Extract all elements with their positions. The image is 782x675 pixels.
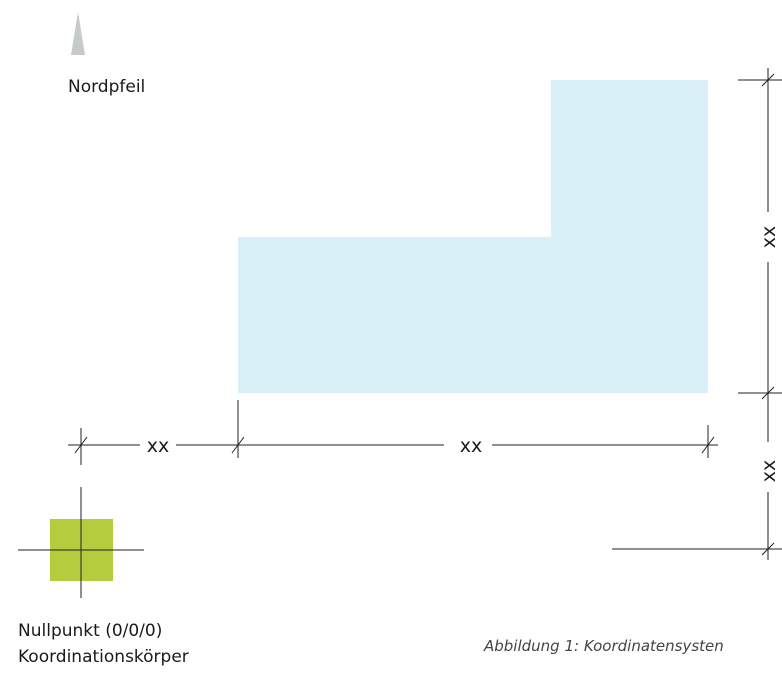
coordination-body-label: Koordinationskörper (18, 647, 189, 667)
vertical-dimension-line (612, 68, 782, 560)
figure-caption: Abbildung 1: Koordinatensysten (484, 637, 724, 655)
horizontal-dimension-line (68, 400, 718, 465)
building-footprint (238, 80, 708, 393)
dimension-label-offset-x: xx (147, 435, 170, 457)
dimension-label-building-depth: xx (758, 226, 780, 249)
origin-crosshair (18, 487, 144, 598)
north-arrow-label: Nordpfeil (68, 77, 146, 97)
origin-label: Nullpunkt (0/0/0) (18, 621, 163, 641)
north-arrow-icon (71, 12, 85, 55)
dimension-label-offset-y: xx (758, 460, 780, 483)
dimension-label-building-width: xx (460, 435, 483, 457)
